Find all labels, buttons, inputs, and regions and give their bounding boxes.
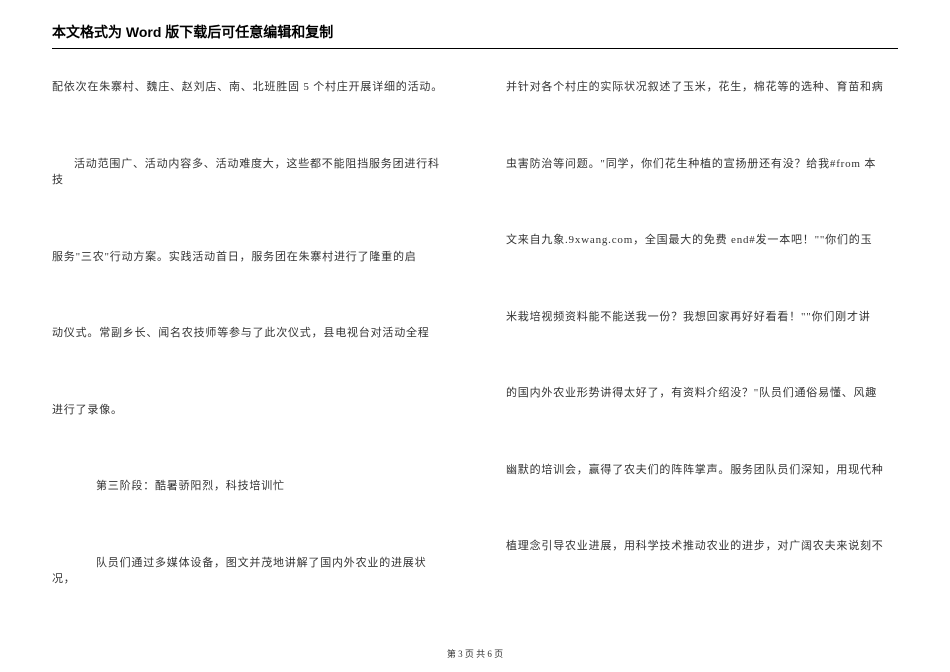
content-area: 配依次在朱寨村、魏庄、赵刘店、南、北班胜固 5 个村庄开展详细的活动。 活动范围… <box>52 79 898 648</box>
text-line: 幽默的培训会，赢得了农夫们的阵阵掌声。服务团队员们深知，用现代种 <box>506 462 898 479</box>
text-line: 进行了录像。 <box>52 402 444 419</box>
text-line: 植理念引导农业进展，用科学技术推动农业的进步，对广阔农夫来说刻不 <box>506 538 898 555</box>
page-footer: 第 3 页 共 6 页 <box>0 647 950 660</box>
right-column: 并针对各个村庄的实际状况叙述了玉米，花生，棉花等的选种、育苗和病 虫害防治等问题… <box>506 79 898 648</box>
text-line: 并针对各个村庄的实际状况叙述了玉米，花生，棉花等的选种、育苗和病 <box>506 79 898 96</box>
text-line: 活动范围广、活动内容多、活动难度大，这些都不能阻挡服务团进行科技 <box>52 156 444 189</box>
text-line: 服务"三农"行动方案。实践活动首日，服务团在朱寨村进行了隆重的启 <box>52 249 444 266</box>
text-line: 米栽培视频资料能不能送我一份？我想回家再好好看看！""你们刚才讲 <box>506 309 898 326</box>
text-line: 配依次在朱寨村、魏庄、赵刘店、南、北班胜固 5 个村庄开展详细的活动。 <box>52 79 444 96</box>
text-line: 的国内外农业形势讲得太好了，有资料介绍没？"队员们通俗易懂、风趣 <box>506 385 898 402</box>
text-line: 动仪式。常副乡长、闻名农技师等参与了此次仪式，县电视台对活动全程 <box>52 325 444 342</box>
text-line: 文来自九象.9xwang.com，全国最大的免费 end#发一本吧！""你们的玉 <box>506 232 898 249</box>
text-line: 第三阶段：酷暑骄阳烈，科技培训忙 <box>52 478 444 495</box>
text-line: 虫害防治等问题。"同学，你们花生种植的宣扬册还有没？给我#from 本 <box>506 156 898 173</box>
header-title: 本文格式为 Word 版下载后可任意编辑和复制 <box>52 22 898 49</box>
left-column: 配依次在朱寨村、魏庄、赵刘店、南、北班胜固 5 个村庄开展详细的活动。 活动范围… <box>52 79 444 648</box>
text-line: 队员们通过多媒体设备，图文并茂地讲解了国内外农业的进展状况， <box>52 555 444 588</box>
